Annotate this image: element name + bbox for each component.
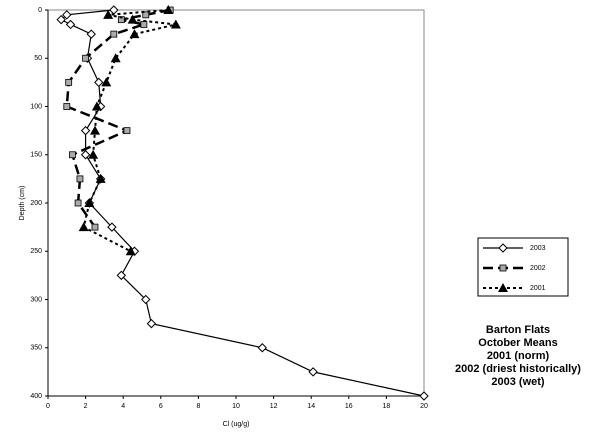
data-point — [88, 149, 99, 159]
y-tick-label: 400 — [30, 393, 42, 400]
legend-label: 2003 — [530, 245, 546, 252]
data-point — [110, 53, 121, 63]
x-tick-label: 10 — [232, 403, 240, 410]
x-tick-label: 20 — [420, 403, 428, 410]
x-tick-label: 6 — [159, 403, 163, 410]
data-point — [76, 175, 84, 183]
y-tick-label: 100 — [30, 103, 42, 110]
data-point — [91, 223, 99, 231]
y-tick-label: 250 — [30, 248, 42, 255]
data-point — [123, 127, 131, 135]
x-tick-label: 12 — [270, 403, 278, 410]
x-tick-label: 2 — [84, 403, 88, 410]
y-axis-label: Depth (cm) — [19, 186, 26, 221]
data-point — [116, 270, 127, 281]
x-tick-label: 4 — [121, 403, 125, 410]
data-point — [127, 14, 138, 24]
data-point — [163, 5, 174, 14]
data-point — [103, 9, 114, 19]
x-tick-label: 8 — [196, 403, 200, 410]
data-point — [84, 198, 95, 207]
data-point — [63, 103, 71, 110]
data-point — [90, 125, 100, 135]
y-tick-label: 150 — [30, 152, 42, 159]
legend-label: 2001 — [530, 285, 546, 292]
annotation: 2001 (norm) — [487, 350, 550, 362]
y-tick-label: 50 — [34, 55, 42, 62]
y-tick-label: 200 — [30, 200, 42, 207]
data-point — [65, 78, 73, 86]
annotation: 2002 (driest historically) — [455, 363, 581, 375]
data-point — [419, 391, 429, 401]
x-axis-label: Cl (ug/g) — [223, 421, 250, 428]
series-line — [82, 9, 177, 253]
data-point — [125, 246, 136, 256]
data-point — [86, 29, 96, 39]
x-tick-label: 0 — [46, 403, 50, 410]
data-point — [107, 222, 117, 232]
data-point — [91, 101, 102, 111]
data-point — [170, 19, 181, 29]
data-point — [56, 14, 66, 25]
x-tick-label: 14 — [307, 403, 315, 410]
annotation: 2003 (wet) — [491, 376, 545, 388]
legend-marker — [498, 283, 508, 292]
series-line — [60, 9, 425, 397]
data-point — [146, 318, 157, 329]
plot-area — [47, 9, 425, 397]
y-tick-label: 0 — [38, 7, 42, 14]
data-point — [101, 77, 112, 87]
x-tick-label: 16 — [345, 403, 353, 410]
data-point — [141, 294, 151, 305]
data-point — [82, 54, 89, 62]
data-point — [62, 10, 72, 20]
annotation: October Means — [478, 337, 557, 349]
legend-marker — [498, 243, 508, 253]
data-point — [140, 21, 148, 28]
series-line — [65, 8, 171, 228]
data-point — [129, 29, 140, 39]
data-point — [80, 150, 91, 160]
y-tick-label: 300 — [30, 296, 42, 303]
legend-label: 2002 — [530, 265, 546, 272]
y-tick-label: 350 — [30, 345, 42, 352]
data-point — [142, 11, 150, 19]
data-point — [69, 151, 76, 159]
data-point — [95, 173, 106, 183]
data-point — [110, 30, 118, 38]
data-point — [78, 222, 89, 232]
data-point — [80, 125, 91, 136]
data-point — [308, 367, 318, 377]
data-point — [257, 343, 268, 353]
data-point — [74, 199, 82, 207]
annotation: Barton Flats — [486, 324, 550, 336]
legend-marker — [499, 264, 507, 272]
x-tick-label: 18 — [383, 403, 391, 410]
data-point — [94, 77, 104, 88]
data-point — [65, 19, 76, 30]
data-point — [109, 5, 119, 15]
